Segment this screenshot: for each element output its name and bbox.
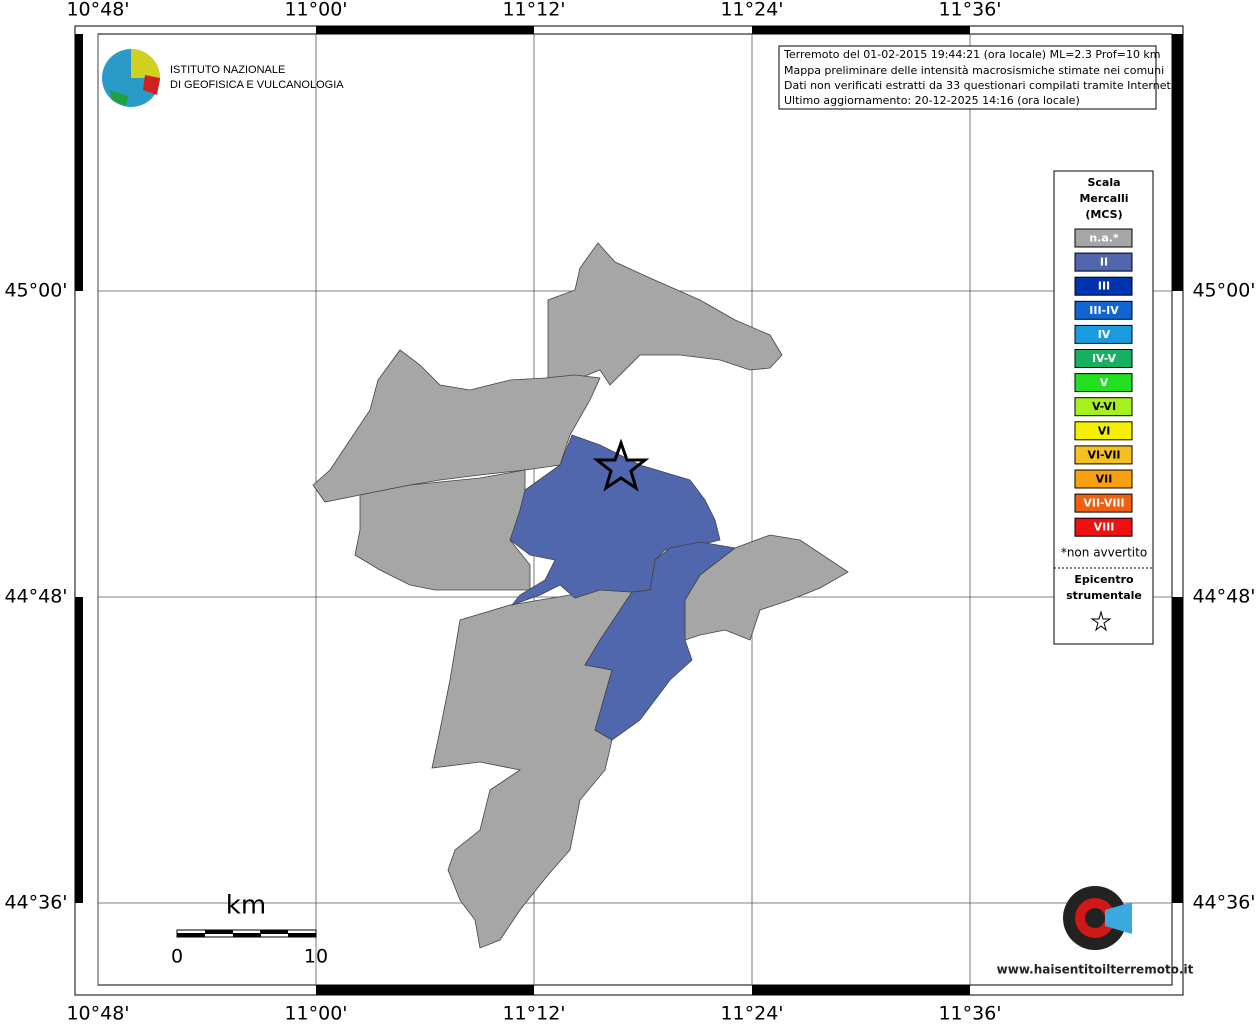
- frame-band: [75, 597, 83, 903]
- legend-swatch: [1074, 421, 1133, 441]
- info-line: Dati non verificati estratti da 33 quest…: [784, 79, 1174, 92]
- frame-band: [316, 985, 534, 995]
- info-line: Mappa preliminare delle intensità macros…: [784, 64, 1164, 77]
- legend-label: VII-VIII: [1083, 497, 1124, 510]
- legend-swatch: [1074, 252, 1133, 272]
- lon-label: 11°12': [502, 1003, 565, 1024]
- legend: ScalaMercalli(MCS)n.a.*IIIIIIII-IVIVIV-V…: [1053, 170, 1154, 645]
- info-line: Terremoto del 01-02-2015 19:44:21 (ora l…: [783, 48, 1161, 61]
- legend-swatch: [1074, 445, 1133, 465]
- lon-label: 11°00': [284, 0, 347, 21]
- legend-label: V-VI: [1092, 400, 1116, 413]
- legend-swatch: [1074, 349, 1133, 368]
- legend-label: VI: [1098, 424, 1111, 437]
- municipality: [584, 541, 736, 741]
- info-line: Ultimo aggiornamento: 20-12-2025 14:16 (…: [784, 94, 1080, 107]
- epicenter: [592, 438, 650, 492]
- lon-label: 11°12': [502, 0, 565, 21]
- legend-swatch: [1074, 469, 1133, 489]
- legend-label: IV: [1098, 328, 1111, 341]
- lon-label: 11°00': [284, 1003, 347, 1024]
- frame-band: [1172, 34, 1183, 291]
- legend-label: VIII: [1094, 521, 1115, 534]
- lon-label: 11°24': [720, 1003, 783, 1024]
- lat-label: 44°48': [4, 586, 67, 608]
- frame-band: [316, 26, 534, 34]
- legend-label: VI-VII: [1087, 448, 1120, 461]
- lon-label: 11°36': [938, 0, 1001, 21]
- legend-label: II: [1100, 256, 1108, 269]
- legend-swatch: [1074, 493, 1133, 513]
- legend-star: [1090, 610, 1112, 632]
- municipalities: [312, 242, 849, 949]
- frame: [74, 25, 1184, 996]
- legend-label: III-IV: [1089, 304, 1119, 317]
- lat-label: 44°48': [1192, 586, 1255, 608]
- legend-label: V: [1100, 376, 1109, 389]
- lon-label: 11°24': [720, 0, 783, 21]
- lat-label: 44°36': [1192, 892, 1255, 914]
- legend-title: (MCS): [1085, 208, 1122, 221]
- graticule: 10°48' 10°48' 11°00' 11°00' 11°12' 11°12' 11°2…: [4, 0, 1255, 1024]
- legend-label: IV-V: [1092, 352, 1117, 365]
- legend-swatch: [1074, 276, 1133, 296]
- logo-text: ISTITUTO NAZIONALE: [170, 64, 285, 76]
- legend-swatch: [1074, 300, 1133, 320]
- legend-swatch: [1074, 517, 1133, 537]
- site-logo: www.haisentitoilterremoto.it: [997, 886, 1194, 977]
- legend-title: Mercalli: [1079, 192, 1128, 205]
- legend-label: III: [1098, 280, 1110, 293]
- legend-swatch: [1074, 228, 1133, 248]
- frame-band: [75, 34, 83, 291]
- scale-bar: km 0 10: [171, 891, 328, 968]
- scale-unit: km: [226, 891, 266, 921]
- legend-swatch: [1074, 397, 1133, 417]
- legend-swatch: [1074, 324, 1133, 344]
- scale-label: 0: [171, 946, 183, 968]
- frame-band: [1172, 597, 1183, 903]
- legend-swatch: [1074, 373, 1133, 393]
- frame-band: [752, 985, 970, 995]
- lat-label: 45°00': [1192, 280, 1255, 302]
- lon-label: 11°36': [938, 1003, 1001, 1024]
- legend-label: VII: [1096, 473, 1113, 486]
- lat-label: 44°36': [4, 892, 67, 914]
- lon-label: 10°48': [66, 1003, 129, 1024]
- legend-epicenter: strumentale: [1066, 589, 1142, 602]
- municipality: [684, 534, 849, 641]
- lon-label: 10°48': [66, 0, 129, 21]
- lat-label: 45°00': [4, 280, 67, 302]
- info-box: Terremoto del 01-02-2015 19:44:21 (ora l…: [778, 45, 1174, 110]
- legend-epicenter: Epicentro: [1074, 573, 1134, 586]
- logo-text: DI GEOFISICA E VULCANOLOGIA: [170, 79, 344, 91]
- frame-band: [752, 26, 970, 34]
- legend-label: n.a.*: [1089, 232, 1119, 245]
- municipality: [547, 242, 783, 386]
- legend-title: Scala: [1087, 176, 1120, 189]
- scale-label: 10: [304, 946, 328, 968]
- municipality: [354, 469, 531, 591]
- municipality: [509, 434, 721, 606]
- site-url: www.haisentitoilterremoto.it: [997, 963, 1194, 977]
- ingv-logo: ISTITUTO NAZIONALE DI GEOFISICA E VULCAN…: [102, 49, 344, 107]
- legend-note: *non avvertito: [1061, 546, 1147, 560]
